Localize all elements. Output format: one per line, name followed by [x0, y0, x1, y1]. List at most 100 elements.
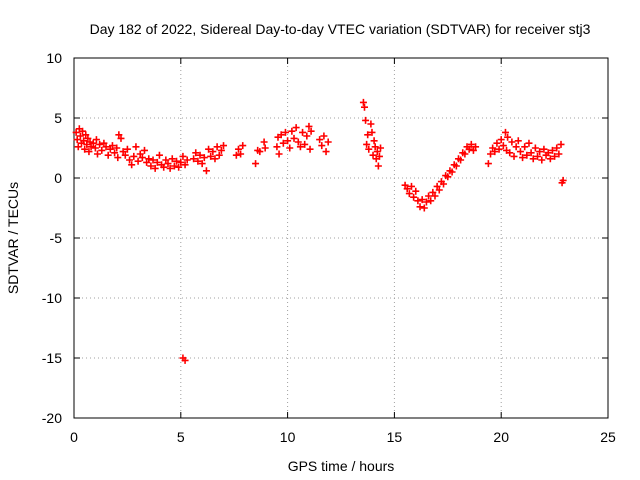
data-point — [377, 144, 385, 152]
data-point — [551, 152, 559, 160]
data-point — [555, 150, 563, 158]
data-point — [316, 136, 324, 144]
data-point — [183, 156, 191, 164]
data-point — [104, 151, 112, 159]
data-point — [234, 145, 242, 153]
data-point — [155, 151, 163, 159]
data-point — [209, 148, 217, 156]
data-point — [121, 151, 129, 159]
data-point — [213, 143, 221, 151]
y-tick-label: -10 — [42, 290, 62, 306]
data-point — [181, 161, 189, 169]
data-point — [85, 148, 93, 156]
x-tick-label: 20 — [493, 429, 509, 445]
y-tick-label: -5 — [50, 230, 63, 246]
data-point — [448, 168, 456, 176]
data-point — [198, 160, 206, 168]
data-point — [506, 149, 514, 157]
data-point — [205, 145, 213, 153]
data-point — [401, 181, 409, 189]
data-point — [508, 138, 516, 146]
data-point — [324, 138, 332, 146]
data-point — [301, 140, 309, 148]
data-point — [525, 139, 533, 147]
data-point — [166, 164, 174, 172]
data-point — [190, 155, 198, 163]
data-point — [260, 138, 268, 146]
data-point — [546, 155, 554, 163]
data-point — [147, 162, 155, 170]
data-point — [162, 156, 170, 164]
data-point — [531, 144, 539, 152]
data-point — [106, 145, 114, 153]
data-point — [134, 157, 142, 165]
data-point — [410, 193, 418, 201]
data-point — [79, 127, 87, 135]
data-point — [200, 154, 208, 162]
data-point — [84, 134, 92, 142]
data-point — [422, 198, 430, 206]
data-point — [93, 150, 101, 158]
data-point — [363, 140, 371, 148]
data-point — [368, 128, 376, 136]
data-point — [207, 152, 215, 160]
data-point — [123, 145, 131, 153]
data-point — [296, 143, 304, 151]
data-point — [527, 149, 535, 157]
data-point — [407, 182, 415, 190]
data-point — [89, 139, 97, 147]
y-tick-label: -15 — [42, 350, 62, 366]
data-point — [306, 145, 314, 153]
data-point — [170, 162, 178, 170]
data-point — [403, 185, 411, 193]
data-point — [80, 137, 88, 145]
data-point — [98, 146, 106, 154]
data-point — [534, 152, 542, 160]
data-point — [360, 103, 368, 111]
data-point — [181, 356, 189, 364]
data-point — [279, 139, 287, 147]
data-point — [76, 132, 84, 140]
data-point — [365, 145, 373, 153]
data-point — [96, 140, 104, 148]
data-point — [429, 188, 437, 196]
data-point — [374, 162, 382, 170]
data-points — [72, 98, 567, 364]
x-tick-label: 15 — [387, 429, 403, 445]
y-tick-label: 0 — [54, 170, 62, 186]
data-point — [418, 196, 426, 204]
data-point — [469, 146, 477, 154]
data-point — [495, 145, 503, 153]
data-point — [553, 144, 561, 152]
data-point — [179, 152, 187, 160]
data-point — [307, 127, 315, 135]
data-point — [168, 155, 176, 163]
data-point — [128, 161, 136, 169]
grid-lines — [74, 58, 608, 418]
x-tick-label: 0 — [70, 429, 78, 445]
data-point — [504, 133, 512, 141]
data-point — [277, 131, 285, 139]
x-tick-label: 5 — [177, 429, 185, 445]
data-point — [117, 134, 125, 142]
data-point — [364, 131, 372, 139]
data-point — [202, 167, 210, 175]
chart-title: Day 182 of 2022, Sidereal Day-to-day VTE… — [90, 21, 591, 37]
data-point — [370, 137, 378, 145]
data-point — [81, 145, 89, 153]
data-point — [497, 136, 505, 144]
data-point — [367, 120, 375, 128]
data-point — [136, 150, 144, 158]
data-point — [132, 143, 140, 151]
data-point — [74, 143, 82, 151]
data-point — [375, 152, 383, 160]
data-point — [196, 151, 204, 159]
data-point — [237, 150, 245, 158]
y-axis-label: SDTVAR / TECUs — [5, 182, 21, 294]
data-point — [290, 134, 298, 142]
data-point — [538, 156, 546, 164]
data-point — [521, 143, 529, 151]
data-point — [514, 137, 522, 145]
data-point — [192, 149, 200, 157]
